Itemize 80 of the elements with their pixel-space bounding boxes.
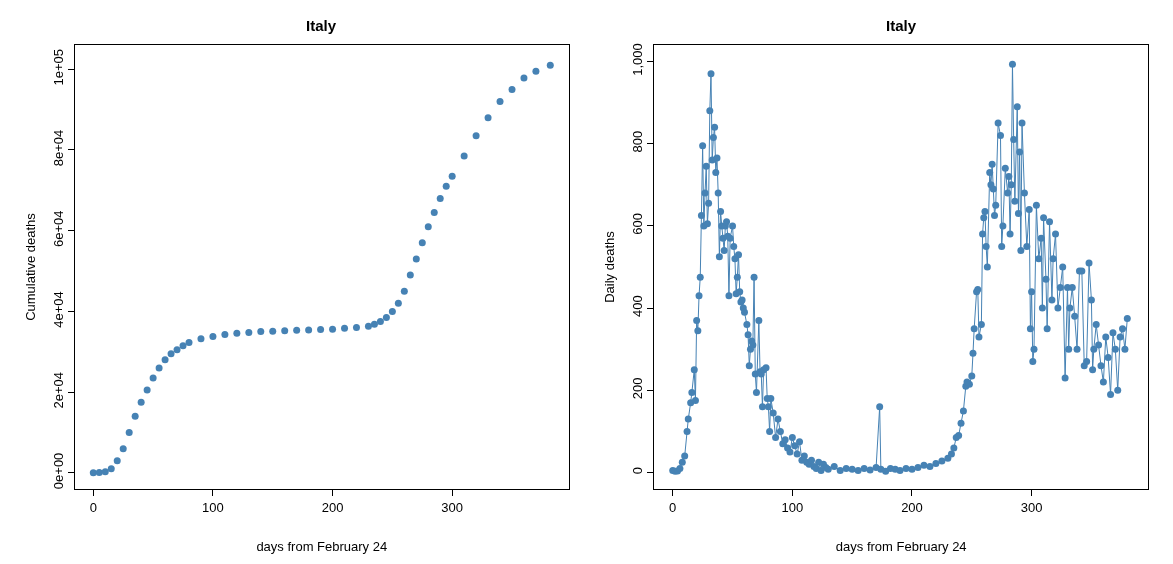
- point: [137, 398, 145, 406]
- point: [430, 209, 438, 217]
- point: [131, 412, 139, 420]
- y-axis-title: Daily deaths: [602, 230, 618, 303]
- point: [209, 332, 217, 340]
- point: [113, 457, 121, 465]
- point: [424, 223, 432, 231]
- point: [496, 98, 504, 106]
- point: [388, 307, 396, 315]
- x-tick-label: 300: [441, 499, 464, 515]
- point: [89, 469, 97, 477]
- point: [376, 317, 384, 325]
- point: [197, 335, 205, 343]
- point: [293, 326, 301, 334]
- point: [167, 350, 175, 358]
- x-tick-label: 0: [89, 499, 97, 515]
- x-tick-label: 300: [1020, 499, 1043, 515]
- point: [406, 271, 414, 279]
- point: [179, 342, 187, 350]
- point: [484, 114, 492, 122]
- chart-title: Italy: [306, 17, 337, 34]
- point: [95, 468, 103, 476]
- point: [269, 327, 277, 335]
- y-tick-label: 4e+04: [50, 291, 66, 328]
- point: [341, 324, 349, 332]
- point: [352, 324, 360, 332]
- y-tick-label: 400: [630, 295, 646, 318]
- x-axis-title: days from February 24: [835, 539, 967, 555]
- point: [448, 172, 456, 180]
- y-tick-label: 1e+05: [50, 49, 66, 86]
- point: [400, 287, 408, 295]
- point: [161, 356, 169, 364]
- point: [394, 299, 402, 307]
- point: [317, 326, 325, 334]
- point: [257, 328, 265, 336]
- y-tick-label: 600: [630, 213, 646, 235]
- y-axis-title: Cumulative deaths: [22, 212, 38, 321]
- y-tick-label: 800: [630, 130, 646, 153]
- point: [185, 338, 193, 346]
- point: [125, 428, 133, 436]
- point: [364, 322, 372, 330]
- point: [101, 468, 109, 476]
- x-tick-label: 100: [781, 499, 804, 515]
- x-tick-label: 0: [669, 499, 677, 515]
- point: [233, 329, 241, 337]
- point: [436, 194, 444, 202]
- y-tick-label: 200: [630, 377, 646, 400]
- point: [107, 465, 115, 473]
- point: [149, 374, 157, 382]
- y-tick-label: 0e+00: [50, 452, 66, 490]
- point: [418, 239, 426, 247]
- point: [546, 61, 554, 69]
- point: [472, 132, 480, 140]
- y-tick-label: 6e+04: [50, 210, 66, 247]
- chart-title: Italy: [886, 17, 917, 34]
- y-tick-label: 8e+04: [50, 129, 66, 167]
- point: [329, 325, 337, 333]
- point: [221, 330, 229, 338]
- point: [382, 313, 390, 321]
- point: [305, 326, 313, 334]
- point: [245, 328, 253, 336]
- point: [520, 74, 528, 82]
- point: [173, 346, 181, 354]
- x-axis-title: days from February 24: [256, 539, 388, 555]
- point: [143, 386, 151, 394]
- point: [508, 85, 516, 93]
- point: [119, 445, 127, 453]
- point: [532, 67, 540, 75]
- point: [412, 255, 420, 263]
- point: [155, 364, 163, 372]
- point: [370, 320, 378, 328]
- y-tick-label: 1,000: [630, 43, 646, 76]
- point: [460, 152, 468, 160]
- point: [442, 182, 450, 190]
- y-tick-label: 0: [630, 466, 646, 475]
- x-tick-label: 200: [901, 499, 923, 515]
- point: [281, 327, 289, 335]
- y-tick-label: 2e+04: [50, 371, 66, 409]
- x-tick-label: 200: [321, 499, 344, 515]
- x-tick-label: 100: [202, 499, 224, 515]
